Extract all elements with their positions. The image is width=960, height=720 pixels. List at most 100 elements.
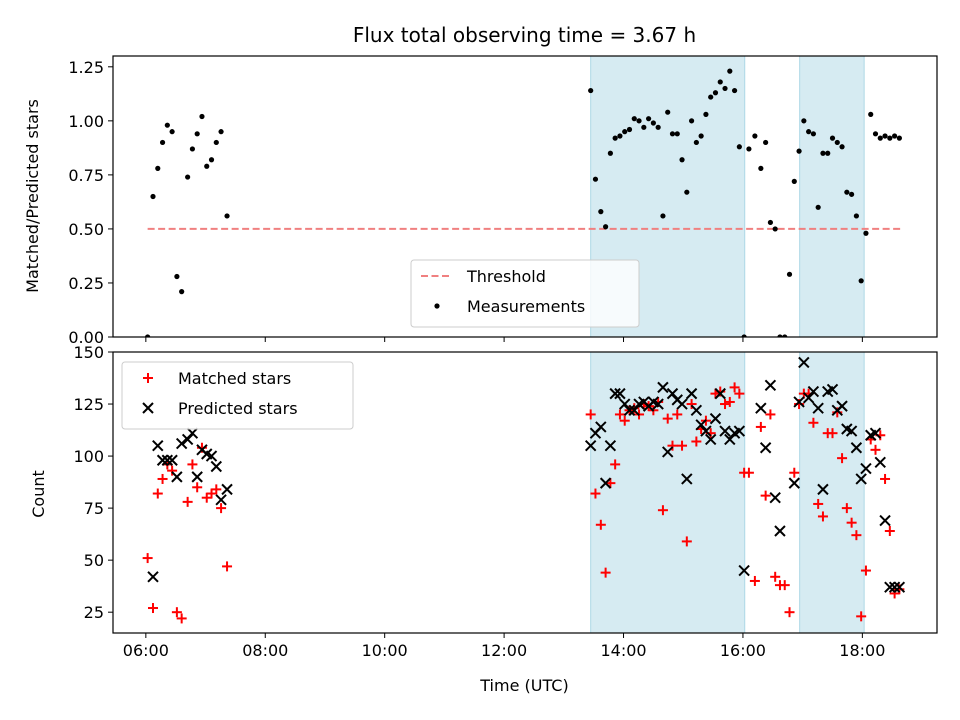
matched-star-point <box>157 473 168 484</box>
predicted-star-point <box>807 385 820 398</box>
matched-star-point <box>755 421 766 432</box>
predicted-star-point <box>205 450 218 462</box>
matched-star-point <box>749 575 760 586</box>
measurement-point <box>786 271 793 277</box>
measurement-point <box>607 150 613 156</box>
matched-star-point <box>686 399 697 410</box>
predicted-star-point <box>774 525 786 537</box>
measurement-point <box>849 191 855 197</box>
matched-star-point <box>770 571 781 582</box>
matched-star-point <box>171 607 182 618</box>
measurement-point <box>887 135 893 141</box>
measurement-point <box>631 116 637 122</box>
measurement-point <box>834 139 840 146</box>
predicted-star-point <box>850 442 863 454</box>
x-tick-label: 06:00 <box>123 641 169 660</box>
matched-star-point <box>605 478 616 489</box>
matched-star-point <box>784 607 795 618</box>
matched-star-point <box>856 611 867 622</box>
predicted-star-point <box>845 425 858 437</box>
predicted-star-point <box>166 454 178 466</box>
matched-star-point <box>789 467 800 478</box>
measurement-point <box>655 124 661 130</box>
measurement-point <box>858 278 864 284</box>
predicted-star-point <box>186 427 199 439</box>
matched-star-point <box>148 603 159 614</box>
top-y-tick-label: 1.00 <box>68 112 104 131</box>
x-tick-label: 16:00 <box>720 641 766 660</box>
measurement-point <box>712 90 719 96</box>
predicted-star-point <box>719 425 731 437</box>
measurement-point <box>752 133 758 139</box>
measurement-point <box>218 129 224 135</box>
predicted-star-point <box>619 398 631 410</box>
measurement-point <box>204 163 210 169</box>
matched-star-point <box>710 388 721 399</box>
measurement-point <box>155 165 161 171</box>
predicted-star-point <box>657 381 669 394</box>
x-tick-label: 18:00 <box>839 641 885 660</box>
measurement-point <box>796 148 802 154</box>
measurement-point <box>820 150 826 156</box>
matched-star-point <box>662 413 673 424</box>
legend-label: Predicted stars <box>178 399 298 418</box>
predicted-star-point <box>181 433 194 446</box>
matched-star-point <box>667 440 678 451</box>
matched-star-point <box>808 417 819 428</box>
bottom-axes-frame <box>112 351 938 634</box>
predicted-star-point <box>709 412 722 425</box>
measurement-point <box>839 144 845 150</box>
predicted-star-point <box>860 462 872 475</box>
matched-star-point <box>677 440 688 451</box>
predicted-star-point <box>798 356 810 369</box>
measurement-point <box>872 131 879 137</box>
predicted-star-point <box>604 439 617 452</box>
bottom-legend-frame <box>121 361 354 430</box>
matched-star-point <box>827 428 838 439</box>
top-plot-area <box>145 68 902 337</box>
legend-measurement-swatch <box>434 303 440 309</box>
bottom-panel: 25 50 75 100 125 150 06:00 08:00 10:00 12:00 14:00… <box>73 343 938 660</box>
matched-star-point <box>600 567 611 578</box>
predicted-star-point <box>695 419 707 431</box>
measurement-point <box>741 334 747 337</box>
predicted-star-point <box>676 398 688 410</box>
matched-star-point <box>734 388 745 399</box>
measurement-point <box>777 334 783 337</box>
matched-star-point <box>176 613 187 624</box>
measurement-point <box>722 85 728 92</box>
predicted-star-point <box>599 477 612 489</box>
measurement-point <box>646 116 652 122</box>
measurement-point <box>703 111 709 117</box>
predicted-star-point <box>788 477 800 489</box>
predicted-star-point <box>147 571 159 583</box>
top-y-tick-label: 0.75 <box>68 166 104 185</box>
measurement-point <box>679 157 685 163</box>
measurement-point <box>853 213 859 219</box>
predicted-star-point <box>152 439 164 452</box>
predicted-star-point <box>884 581 896 593</box>
measurement-point <box>674 131 680 137</box>
measurement-point <box>169 129 175 135</box>
predicted-star-point <box>759 442 772 454</box>
top-legend: Threshold Measurements <box>410 259 640 328</box>
predicted-star-point <box>855 473 867 485</box>
measurement-point <box>758 165 764 171</box>
measurement-point <box>164 122 170 128</box>
matched-star-point <box>860 565 871 576</box>
top-y-tick-label: 0.00 <box>68 328 104 347</box>
measurement-point <box>150 193 156 200</box>
matched-star-point <box>167 465 178 476</box>
measurement-point <box>636 118 642 124</box>
measurement-point <box>746 146 752 152</box>
bottom-y-tick-label: 25 <box>84 603 104 622</box>
measurement-point <box>598 209 604 215</box>
matched-star-point <box>192 482 203 493</box>
matched-star-point <box>657 505 668 516</box>
matched-star-point <box>595 519 606 530</box>
matched-star-point <box>884 526 895 537</box>
matched-star-point <box>585 409 596 420</box>
bottom-y-axis-label: Count <box>29 470 48 518</box>
predicted-star-point <box>724 433 736 446</box>
